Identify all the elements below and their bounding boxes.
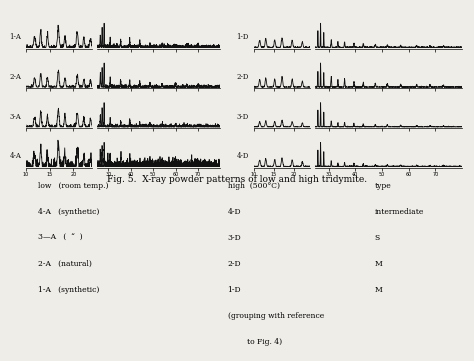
Text: S: S: [374, 234, 380, 242]
Text: (grouping with reference: (grouping with reference: [228, 312, 324, 320]
Text: high  (500°C): high (500°C): [228, 182, 280, 190]
Text: Fig. 5.  X-ray powder patterns of low and high tridymite.: Fig. 5. X-ray powder patterns of low and…: [107, 175, 367, 184]
Text: to Fig. 4): to Fig. 4): [228, 338, 282, 346]
Text: 1-A   (synthetic): 1-A (synthetic): [38, 286, 99, 294]
Text: 2-D: 2-D: [228, 260, 241, 268]
Text: 4-A   (synthetic): 4-A (synthetic): [38, 208, 99, 216]
Text: M: M: [374, 286, 382, 294]
Text: 4-D: 4-D: [228, 208, 241, 216]
Text: low   (room temp.): low (room temp.): [38, 182, 109, 190]
Text: 1-D: 1-D: [228, 286, 241, 294]
Text: 2-A: 2-A: [9, 73, 21, 81]
Text: M: M: [374, 260, 382, 268]
Text: 3—A   (  “  ): 3—A ( “ ): [38, 234, 82, 242]
Text: 2-A   (natural): 2-A (natural): [38, 260, 92, 268]
Text: 3-D: 3-D: [228, 234, 241, 242]
Text: 4-D: 4-D: [237, 152, 249, 160]
Text: intermediate: intermediate: [374, 208, 424, 216]
Text: 1-D: 1-D: [237, 33, 249, 41]
Text: type: type: [374, 182, 391, 190]
Text: 4-A: 4-A: [9, 152, 21, 160]
Text: 3-D: 3-D: [237, 113, 249, 121]
Text: 1-A: 1-A: [9, 33, 21, 41]
Text: 2-D: 2-D: [237, 73, 249, 81]
Text: 3-A: 3-A: [9, 113, 21, 121]
